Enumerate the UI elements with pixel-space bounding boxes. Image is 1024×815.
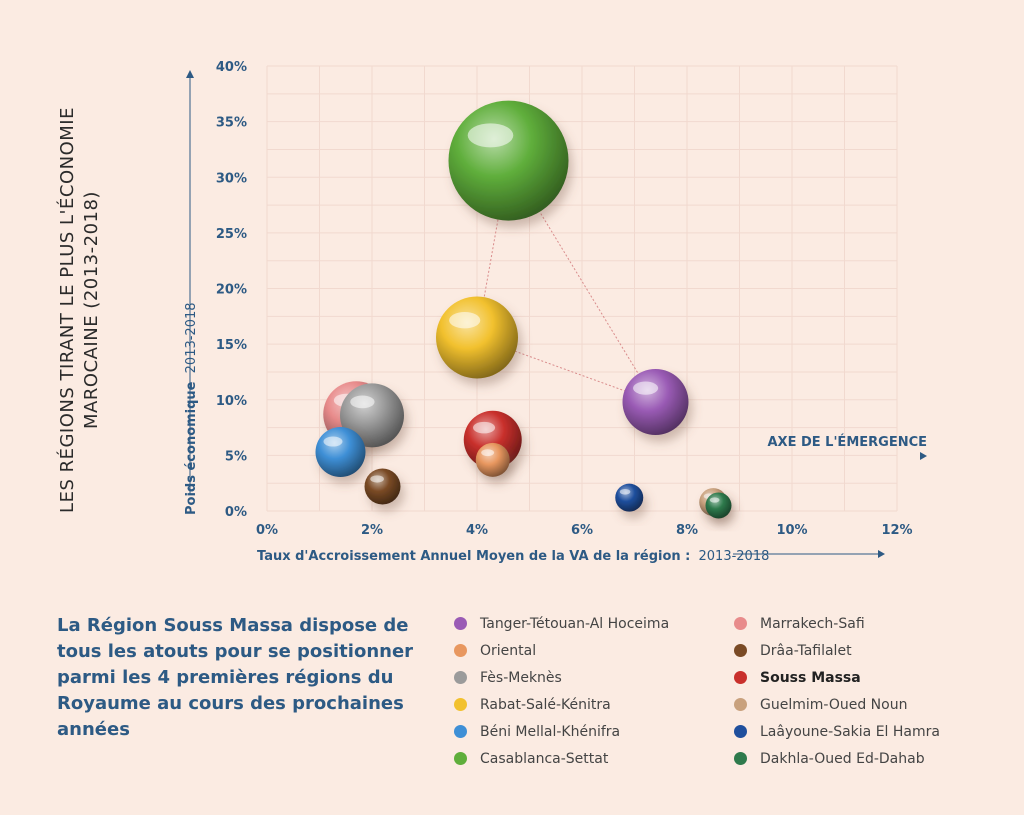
y-axis-label-period: 2013-2018	[184, 302, 199, 373]
legend-label: Fès-Meknès	[480, 669, 562, 686]
bubble-rabat-sale-kenitra	[436, 296, 518, 379]
x-tick-label: 6%	[571, 523, 593, 538]
legend-label: Dakhla-Oued Ed-Dahab	[760, 750, 925, 767]
y-tick-label: 25%	[216, 227, 247, 242]
legend-label: Laâyoune-Sakia El Hamra	[760, 723, 940, 740]
legend-swatch-icon	[734, 698, 747, 711]
y-tick-label: 0%	[225, 505, 247, 520]
y-tick-label: 40%	[216, 60, 247, 75]
legend-item: Fès-Meknès	[454, 664, 734, 691]
key-message: La Région Souss Massa dispose de tous le…	[57, 615, 414, 740]
x-tick-label: 4%	[466, 523, 488, 538]
bubble-beni-mellal-khenifra	[315, 427, 366, 478]
x-tick-label: 10%	[776, 523, 807, 538]
bubble-draa-tafilalet	[364, 468, 401, 505]
y-axis-label: Poids économique 2013-2018	[184, 302, 199, 515]
x-tick-label: 2%	[361, 523, 383, 538]
legend-item: Souss Massa	[734, 664, 974, 691]
legend-item: Drâa-Tafilalet	[734, 637, 974, 664]
x-axis-arrow-icon	[878, 550, 885, 558]
y-axis-label-main: Poids économique	[184, 381, 199, 515]
x-tick-label: 0%	[256, 523, 278, 538]
x-axis-label: Taux d'Accroissement Annuel Moyen de la …	[257, 549, 769, 564]
bubble-fes-meknes	[340, 383, 404, 448]
y-tick-label: 30%	[216, 171, 247, 186]
legend-swatch-icon	[454, 698, 467, 711]
legend-swatch-icon	[734, 644, 747, 657]
legend-label: Casablanca-Settat	[480, 750, 609, 767]
x-axis-label-period: 2013-2018	[699, 549, 770, 564]
legend-swatch-icon	[734, 752, 747, 765]
x-tick-label: 12%	[881, 523, 912, 538]
legend-swatch-icon	[454, 725, 467, 738]
legend-label: Drâa-Tafilalet	[760, 642, 852, 659]
legend-label: Souss Massa	[760, 669, 861, 686]
legend-label: Marrakech-Safi	[760, 615, 865, 632]
x-axis-label-main: Taux d'Accroissement Annuel Moyen de la …	[257, 549, 690, 564]
x-tick-label: 8%	[676, 523, 698, 538]
bubble-laayoune-sakia-el-hamra	[615, 483, 644, 512]
y-tick-label: 15%	[216, 338, 247, 353]
legend-label: Béni Mellal-Khénifra	[480, 723, 621, 740]
legend-swatch-icon	[454, 617, 467, 630]
legend-item: Oriental	[454, 637, 734, 664]
legend-item: Dakhla-Oued Ed-Dahab	[734, 745, 974, 772]
emergence-axis-label: AXE DE L'ÉMERGENCE	[767, 434, 927, 450]
chart-title-line-2: MAROCAINE (2013-2018)	[81, 191, 102, 429]
legend-swatch-icon	[734, 671, 747, 684]
legend-item: Béni Mellal-Khénifra	[454, 718, 734, 745]
legend-item: Guelmim-Oued Noun	[734, 691, 974, 718]
bubbles	[315, 100, 732, 519]
legend-swatch-icon	[734, 617, 747, 630]
emergence-arrow-icon	[920, 452, 927, 460]
bubble-casablanca-settat	[448, 100, 569, 221]
legend-swatch-icon	[454, 644, 467, 657]
y-tick-label: 20%	[216, 283, 247, 298]
legend-swatch-icon	[454, 671, 467, 684]
legend-label: Guelmim-Oued Noun	[760, 696, 908, 713]
legend: Tanger-Tétouan-Al Hoceima Oriental Fès-Mek…	[454, 610, 974, 772]
legend-swatch-icon	[454, 752, 467, 765]
emergence-triangle	[476, 159, 657, 403]
legend-item: Tanger-Tétouan-Al Hoceima	[454, 610, 734, 637]
chart-axes: 0% 2% 4% 6% 8% 10% 12% 0% 5% 10% 15% 20% 25% 30% 35% 40…	[186, 60, 913, 558]
triangle-line	[476, 159, 657, 403]
bubble-tanger-tetouan-al-hoceima	[622, 368, 689, 435]
legend-item: Marrakech-Safi	[734, 610, 974, 637]
bubble-dakhla-oued-ed-dahab	[705, 492, 732, 519]
y-tick-label: 35%	[216, 116, 247, 131]
chart-title: LES RÉGIONS TIRANT LE PLUS L'ÉCONOMIE MA…	[56, 107, 104, 513]
y-tick-label: 5%	[225, 449, 247, 464]
scatter-chart: 0% 2% 4% 6% 8% 10% 12% 0% 5% 10% 15% 20% 25% 30% 35% 40…	[184, 60, 927, 564]
legend-swatch-icon	[734, 725, 747, 738]
legend-label: Tanger-Tétouan-Al Hoceima	[480, 615, 670, 632]
bubble-oriental	[475, 442, 510, 477]
y-tick-label: 10%	[216, 394, 247, 409]
legend-item: Casablanca-Settat	[454, 745, 734, 772]
legend-label: Oriental	[480, 642, 537, 659]
legend-label: Rabat-Salé-Kénitra	[480, 696, 611, 713]
legend-item: Laâyoune-Sakia El Hamra	[734, 718, 974, 745]
y-axis-arrow-icon	[186, 70, 194, 78]
chart-title-line-1: LES RÉGIONS TIRANT LE PLUS L'ÉCONOMIE	[57, 107, 78, 513]
legend-item: Rabat-Salé-Kénitra	[454, 691, 734, 718]
